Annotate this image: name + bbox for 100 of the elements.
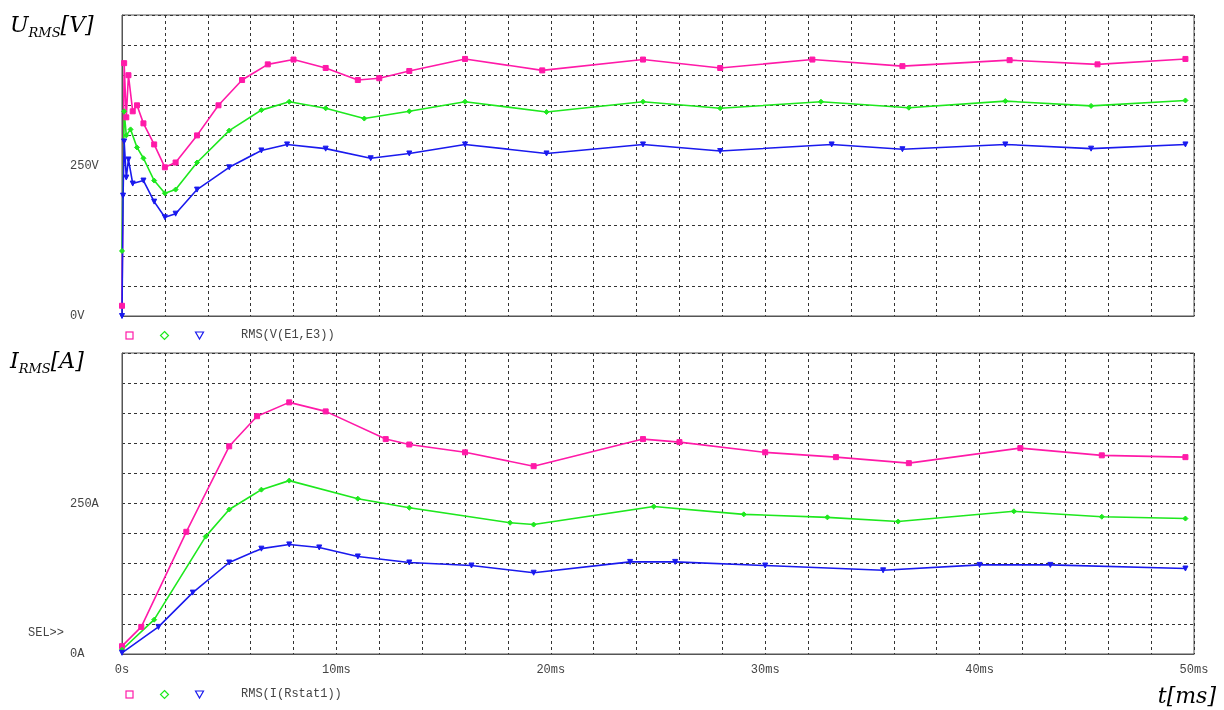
point [258,486,265,493]
point [382,436,389,443]
point [134,102,141,109]
point [899,146,906,153]
point [543,108,550,115]
point [717,64,724,71]
point [239,77,246,84]
point [672,558,679,565]
point [286,399,293,406]
point [676,439,683,446]
y-axis-title: U$_{RMS}$[V] [10,12,94,41]
point [376,75,383,82]
point [155,623,162,630]
point [354,77,361,84]
point [406,559,413,566]
point [367,155,374,162]
text: SEL>> [28,626,65,640]
y-tick-label: 250V [70,158,100,173]
y-tick-label: 0V [70,309,86,323]
point [127,126,134,133]
text: RMS(V(E1,E3)) [241,328,335,342]
point [322,408,329,415]
point [258,107,265,114]
point [226,127,233,134]
y-tick-label: 0A [70,647,86,661]
point [189,589,196,596]
point [828,141,835,148]
point [762,449,769,456]
point [151,177,158,184]
point [1182,565,1189,572]
point [740,511,747,518]
point [462,98,469,105]
point [290,56,297,63]
point [286,541,293,548]
point [123,132,130,139]
point [361,115,368,122]
point [1047,561,1054,568]
point [406,108,413,115]
point [140,120,147,127]
point [172,159,179,166]
point [121,108,128,115]
point [530,521,537,528]
point [140,155,147,162]
point [322,64,329,71]
point [286,477,293,484]
point [905,104,912,111]
point [125,156,132,163]
point [161,214,168,221]
point [1182,141,1189,148]
point [258,545,265,552]
point [717,148,724,155]
point [120,192,127,199]
point [809,56,816,63]
point [194,132,201,139]
point [1017,445,1024,452]
point [717,105,724,112]
point [543,150,550,157]
x-tick-label: 30ms [750,663,780,677]
point [462,449,469,456]
point [151,616,158,623]
point [254,413,261,420]
point [1094,61,1101,68]
point [354,495,361,502]
point [639,98,646,105]
point [462,55,469,62]
point [1182,97,1189,104]
point [539,67,546,74]
point [905,460,912,467]
point [284,141,291,148]
x-tick-label: 0s [114,663,130,677]
x-axis-title: t[ms] [1157,683,1216,708]
point [817,98,824,105]
point [151,141,158,148]
point [129,180,136,187]
point [138,623,145,630]
point [215,102,222,109]
point [226,559,233,566]
point [264,61,271,68]
point [1088,102,1095,109]
point [172,210,179,217]
point [123,114,130,121]
point [530,569,537,576]
y-tick-label: 250A [70,496,100,511]
point [650,503,657,510]
point [1182,454,1189,461]
point [316,544,323,551]
point [639,141,646,148]
point [183,528,190,535]
point [226,506,233,513]
point [202,533,209,540]
point [639,436,646,443]
point [406,150,413,157]
point [468,562,475,569]
point [123,174,130,181]
point [507,519,514,526]
text: RMS(I(Rstat1)) [241,687,342,701]
point [1098,513,1105,520]
point [1098,452,1105,459]
point [354,553,361,560]
point [530,463,537,470]
